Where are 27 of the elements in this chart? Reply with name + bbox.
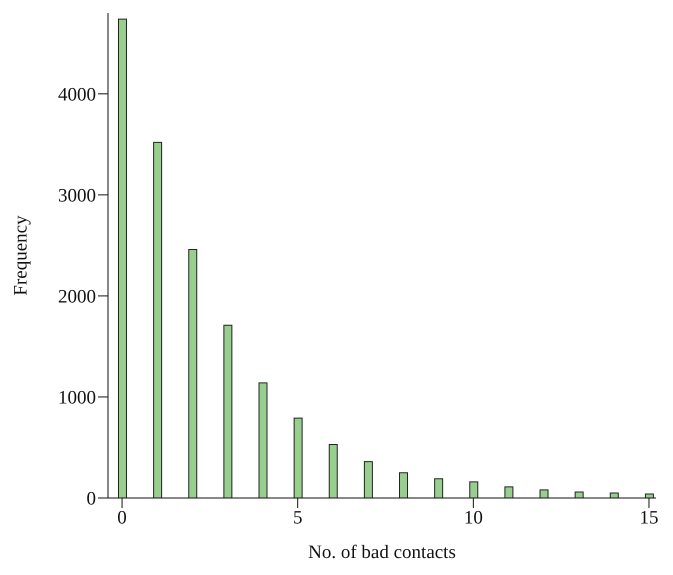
- bar: [434, 478, 444, 498]
- bar: [188, 248, 198, 498]
- y-tick-label: 2000: [58, 286, 96, 308]
- y-tick-label: 3000: [58, 186, 96, 207]
- bar: [399, 472, 408, 498]
- x-tick-label: 15: [639, 507, 658, 528]
- y-axis-title: Frequency: [10, 214, 32, 296]
- x-tick-label: 0: [117, 507, 127, 528]
- bar: [294, 418, 303, 498]
- bar: [364, 461, 373, 498]
- bar: [153, 142, 162, 498]
- y-tick-label: 4000: [58, 84, 96, 106]
- bar: [328, 444, 338, 498]
- y-tick-label: 1000: [58, 388, 96, 409]
- x-tick-label: 10: [464, 507, 483, 528]
- y-tick-label: 0: [86, 488, 96, 510]
- bar: [258, 382, 268, 498]
- bar: [504, 486, 514, 498]
- bar: [574, 491, 584, 498]
- bar: [223, 324, 232, 498]
- x-axis-title: No. of bad contacts: [308, 542, 456, 563]
- bar: [610, 492, 619, 498]
- bar: [540, 489, 549, 498]
- bar: [644, 493, 654, 498]
- x-tick-label: 5: [292, 507, 302, 528]
- bar: [469, 481, 478, 498]
- bar: [118, 18, 127, 498]
